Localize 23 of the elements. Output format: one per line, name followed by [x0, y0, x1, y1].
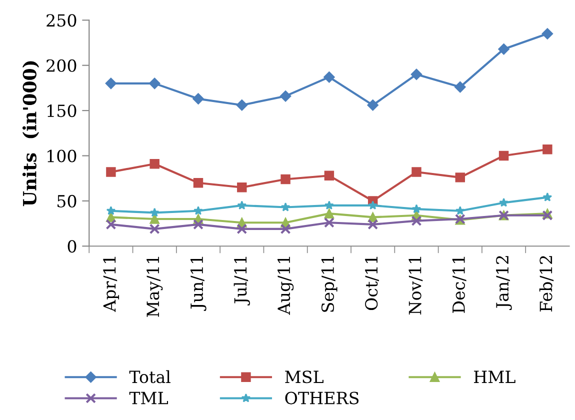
x-tick-label: Dec/11 — [452, 256, 466, 313]
y-tick-label: 50 — [58, 194, 76, 208]
x-tick-label: Nov/11 — [408, 256, 423, 314]
x-tick-label: Oct/11 — [365, 256, 379, 310]
x-tick-label: Apr/11 — [103, 256, 120, 312]
x-tick-label: Feb/12 — [539, 256, 554, 312]
legend-label: MSL — [285, 370, 324, 384]
x-tick-label: Sep/11 — [321, 256, 338, 312]
x-tick-label: Jun/11 — [190, 256, 206, 311]
y-axis-title: Units (in'000) — [22, 61, 40, 206]
x-tick-label: Jan/12 — [496, 256, 512, 310]
y-tick-label: 150 — [48, 104, 76, 118]
legend-label: Total — [129, 370, 170, 384]
x-tick-label: May/11 — [146, 256, 163, 317]
y-tick-label: 200 — [46, 59, 76, 72]
x-tick-label: Jul/11 — [234, 256, 250, 306]
y-tick-label: 0 — [68, 240, 76, 253]
y-tick-label: 100 — [48, 150, 76, 162]
x-tick-label: Aug/11 — [278, 256, 294, 315]
legend-label: HML — [474, 370, 516, 383]
legend-label: OTHERS — [285, 392, 359, 404]
legend-label: TML — [129, 392, 168, 404]
y-tick-label: 250 — [46, 14, 76, 27]
